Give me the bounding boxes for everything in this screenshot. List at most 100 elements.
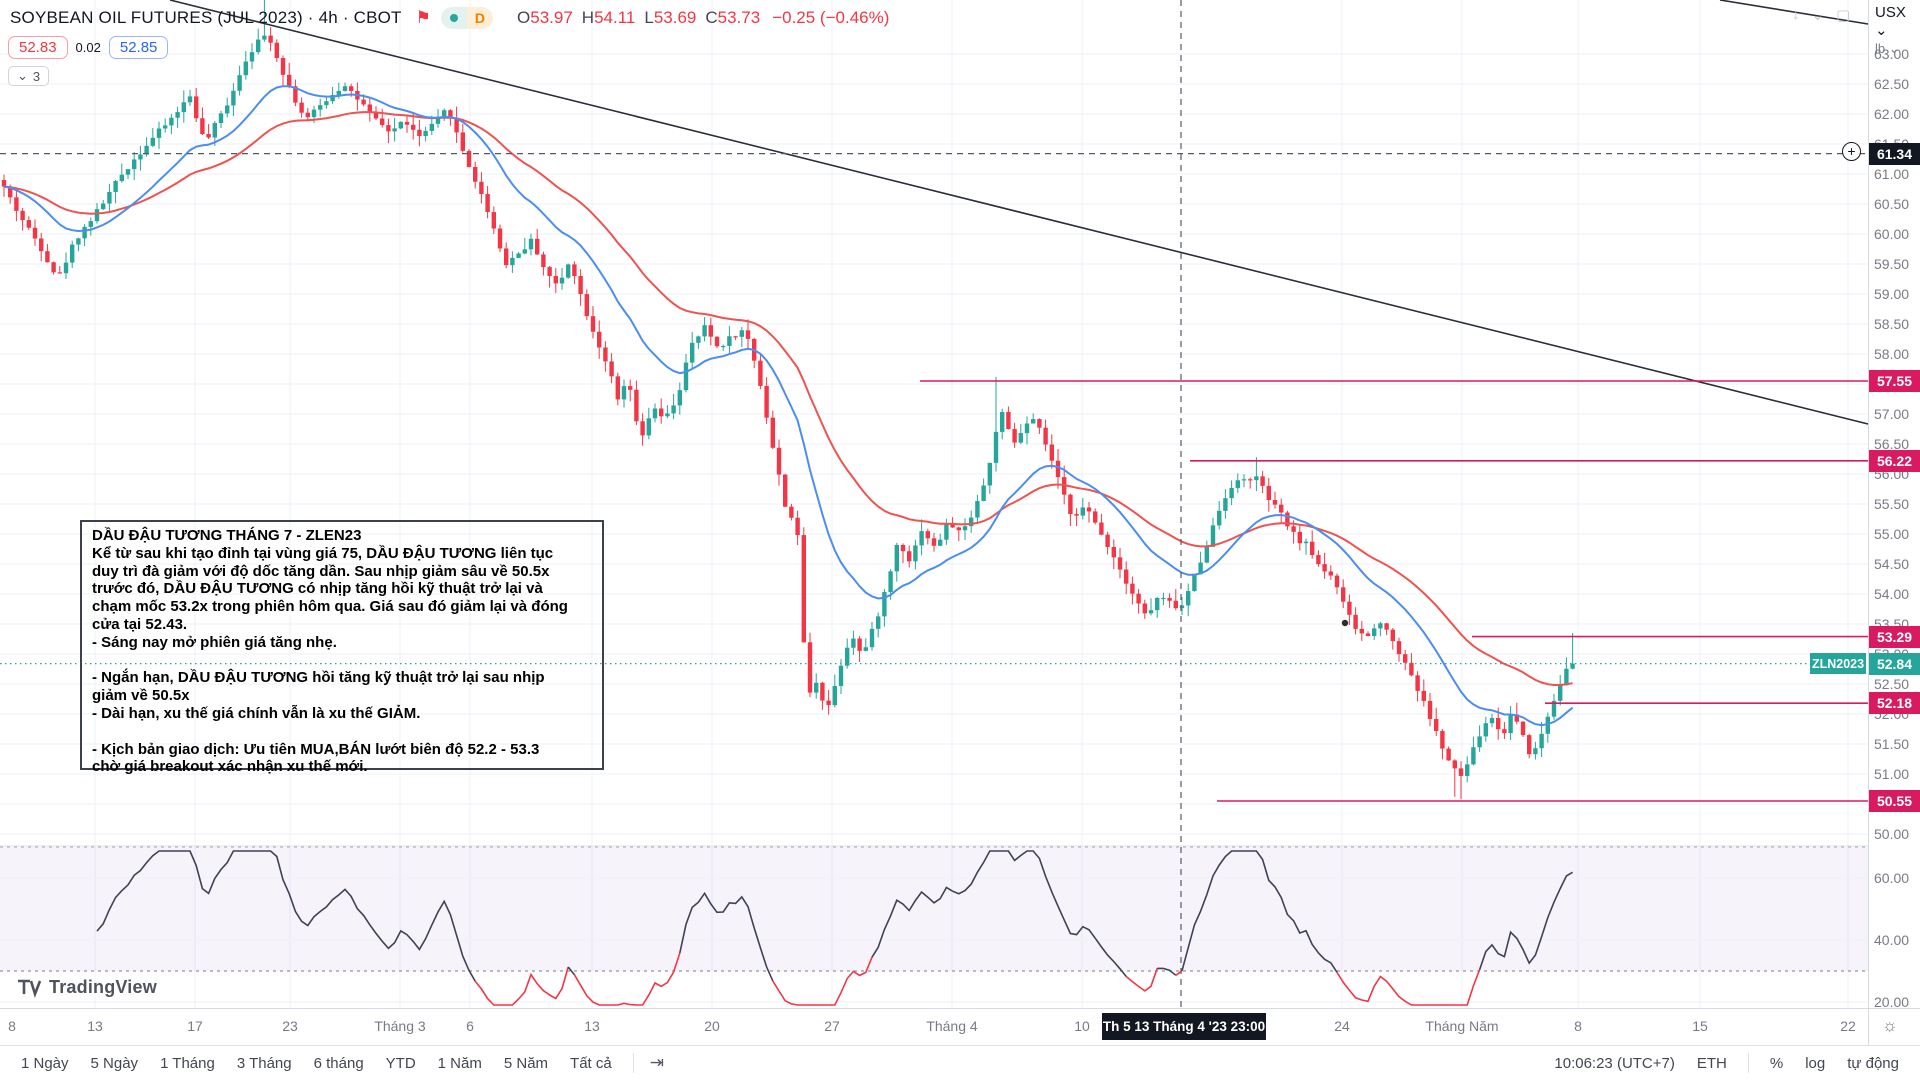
change-value: −0.25 (−0.46%) xyxy=(772,8,890,27)
percent-scale-button[interactable]: % xyxy=(1769,1054,1784,1072)
add-alert-plus-button[interactable]: + xyxy=(1842,142,1861,161)
time-tick-label: 15 xyxy=(1692,1018,1708,1034)
price-tick-label: 63.00 xyxy=(1874,46,1910,62)
time-tick-label: 27 xyxy=(824,1018,840,1034)
ohlc-label: H xyxy=(581,8,595,27)
price-tick-label: 59.00 xyxy=(1874,286,1910,302)
annotation-body: Kể từ sau khi tạo đỉnh tại vùng giá 75, … xyxy=(92,544,568,776)
time-tick-label: Tháng 3 xyxy=(374,1018,426,1034)
range-button[interactable]: 6 tháng xyxy=(313,1054,364,1072)
tradingview-logo-icon xyxy=(18,979,42,998)
time-axis[interactable]: Th 5 13 Tháng 4 '23 23:00 ☼ 8 13 17 23 Tháng… xyxy=(0,1008,1920,1046)
session-eth-button[interactable]: ETH xyxy=(1696,1054,1727,1072)
level-price-badge: 56.22 xyxy=(1869,449,1920,472)
price-tick-label: 54.50 xyxy=(1874,556,1910,572)
time-tick-label: 13 xyxy=(87,1018,103,1034)
time-tick-label: 10 xyxy=(1074,1018,1090,1034)
symbol-title[interactable]: SOYBEAN OIL FUTURES (JUL 2023) · 4h · CB… xyxy=(10,8,402,27)
range-button[interactable]: Tất cả xyxy=(570,1054,612,1072)
series-price-label: ZLN2023 xyxy=(1810,653,1866,674)
price-tick-label: 54.00 xyxy=(1874,586,1910,602)
log-scale-button[interactable]: log xyxy=(1805,1054,1826,1072)
auto-scale-button[interactable]: tự động xyxy=(1847,1054,1899,1072)
price-tick-label: 51.00 xyxy=(1874,766,1910,782)
crosshair-price-badge: 61.34 xyxy=(1869,142,1920,165)
quote-row: 52.83 0.02 52.85 xyxy=(8,36,169,59)
range-button[interactable]: 1 Ngày xyxy=(21,1054,69,1072)
ohlc-label: C xyxy=(705,8,718,27)
toolbar-divider xyxy=(1747,1053,1749,1073)
level-price-badge: 52.18 xyxy=(1869,692,1920,715)
crosshair-time-badge: Th 5 13 Tháng 4 '23 23:00 xyxy=(1102,1013,1266,1040)
time-tick-label: 13 xyxy=(584,1018,600,1034)
bottom-toolbar: 1 Ngày 5 Ngày 1 Tháng 3 Tháng 6 tháng YTD 1 Nă… xyxy=(0,1045,1920,1080)
unit-selector[interactable]: USX ⌄ lb ⌄ xyxy=(1875,4,1920,57)
level-price-badge: 57.55 xyxy=(1869,370,1920,392)
price-tick-label: 61.00 xyxy=(1874,166,1910,182)
maximize-pane-icon[interactable]: ▢ xyxy=(1836,7,1851,24)
range-button[interactable]: YTD xyxy=(385,1054,416,1072)
price-tick-label: 58.00 xyxy=(1874,346,1910,362)
range-button[interactable]: 5 Ngày xyxy=(90,1054,139,1072)
time-tick-label: 24 xyxy=(1334,1018,1350,1034)
pane-controls: ↓ ⌄ ▢ xyxy=(1792,6,1850,24)
ohlc-value: 53.97 xyxy=(530,8,573,27)
price-tick-label: 55.50 xyxy=(1874,496,1910,512)
annotation-text-box[interactable]: DẦU ĐẬU TƯƠNG THÁNG 7 - ZLEN23 Kể từ sau … xyxy=(80,520,604,775)
time-tick-label: Tháng Năm xyxy=(1425,1018,1499,1034)
level-price-badge: 53.29 xyxy=(1869,625,1920,648)
time-tick-label: 22 xyxy=(1840,1018,1856,1034)
market-status-pill[interactable]: D xyxy=(440,7,493,29)
tradingview-logo-text: TradingView xyxy=(49,976,157,997)
buy-price-button[interactable]: 52.85 xyxy=(108,36,169,59)
ohlc-label: L xyxy=(644,8,654,27)
last-price-badge: 52.84 xyxy=(1869,652,1920,675)
time-tick-label: Tháng 4 xyxy=(926,1018,978,1034)
price-tick-label: 55.00 xyxy=(1874,526,1910,542)
price-tick-label: 60.00 xyxy=(1874,226,1910,242)
price-tick-label: 52.50 xyxy=(1874,676,1910,692)
ohlc-value: 53.73 xyxy=(717,8,761,27)
price-tick-label: 56.50 xyxy=(1874,436,1910,452)
time-tick-label: 6 xyxy=(466,1018,474,1034)
flag-icon[interactable]: ⚑ xyxy=(415,8,431,27)
price-tick-label: 60.50 xyxy=(1874,196,1910,212)
tradingview-logo[interactable]: TradingView xyxy=(16,974,157,1000)
price-scale[interactable]: USX ⌄ lb ⌄ xyxy=(1868,0,1920,1008)
legend-collapse-button[interactable]: ⌄ 3 xyxy=(8,66,50,86)
range-button[interactable]: 3 Tháng xyxy=(236,1054,292,1072)
annotation-title: DẦU ĐẬU TƯƠNG THÁNG 7 - ZLEN23 xyxy=(92,527,362,544)
indicator-tick-label: 60.00 xyxy=(1874,870,1910,886)
price-tick-label: 62.50 xyxy=(1874,76,1910,92)
range-button[interactable]: 1 Năm xyxy=(437,1054,482,1072)
axis-tools: 10:06:23 (UTC+7) ETH % log tự động xyxy=(1545,1052,1908,1075)
price-tick-label: 57.00 xyxy=(1874,406,1910,422)
collapse-pane-icon[interactable]: ⌄ xyxy=(1811,7,1825,24)
time-tick-label: 23 xyxy=(282,1018,298,1034)
go-to-date-icon[interactable]: ⇥ xyxy=(649,1053,664,1072)
time-tick-label: 17 xyxy=(187,1018,203,1034)
unit-sub-label[interactable]: lb ⌄ xyxy=(1875,41,1900,56)
indicator-tick-label: 20.00 xyxy=(1874,994,1910,1010)
range-button[interactable]: 5 Năm xyxy=(503,1054,549,1072)
delayed-data-icon: D xyxy=(466,7,493,29)
price-tick-label: 51.50 xyxy=(1874,736,1910,752)
theme-sun-icon[interactable]: ☼ xyxy=(1882,1016,1898,1035)
ohlc-values: O 53.97 H 54.11 L 53.69 C 53.73 xyxy=(517,8,760,28)
download-icon[interactable]: ↓ xyxy=(1792,6,1800,23)
ohlc-value: 54.11 xyxy=(594,8,636,27)
range-button[interactable]: 1 Tháng xyxy=(160,1054,215,1072)
time-tick-label: 8 xyxy=(1574,1018,1582,1034)
chart-header: SOYBEAN OIL FUTURES (JUL 2023) · 4h · CB… xyxy=(10,6,889,30)
price-tick-label: 58.50 xyxy=(1874,316,1910,332)
price-tick-label: 59.50 xyxy=(1874,256,1910,272)
time-tick-label: 8 xyxy=(8,1018,16,1034)
market-open-dot-icon xyxy=(440,7,467,29)
clock-label[interactable]: 10:06:23 (UTC+7) xyxy=(1554,1054,1675,1072)
ohlc-label: O xyxy=(517,8,531,27)
sell-price-button[interactable]: 52.83 xyxy=(8,36,68,59)
level-price-badge: 50.55 xyxy=(1869,790,1920,812)
unit-label[interactable]: USX ⌄ xyxy=(1875,4,1906,39)
